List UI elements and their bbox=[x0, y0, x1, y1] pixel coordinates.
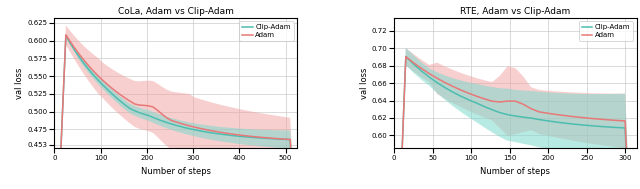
Title: CoLa, Adam vs Clip-Adam: CoLa, Adam vs Clip-Adam bbox=[118, 8, 234, 16]
Clip-Adam bbox=[535, 118, 543, 121]
Adam bbox=[472, 95, 480, 97]
Adam bbox=[457, 89, 465, 91]
Clip-Adam bbox=[433, 81, 441, 84]
Clip-Adam bbox=[543, 120, 550, 122]
Clip-Adam bbox=[582, 124, 590, 126]
Clip-Adam bbox=[418, 70, 426, 72]
Adam bbox=[410, 62, 417, 64]
Adam bbox=[614, 119, 621, 122]
Line: Adam: Adam bbox=[57, 35, 295, 189]
Clip-Adam bbox=[559, 122, 566, 124]
Adam bbox=[449, 85, 457, 88]
Adam bbox=[535, 111, 543, 113]
Clip-Adam bbox=[209, 132, 216, 134]
Adam bbox=[621, 120, 629, 122]
Y-axis label: val loss: val loss bbox=[15, 67, 24, 99]
Adam bbox=[574, 116, 582, 118]
Clip-Adam bbox=[241, 136, 248, 138]
Clip-Adam bbox=[122, 104, 129, 106]
Clip-Adam bbox=[504, 114, 511, 116]
X-axis label: Number of steps: Number of steps bbox=[141, 167, 211, 176]
Clip-Adam bbox=[488, 108, 496, 111]
Adam bbox=[402, 56, 410, 58]
Adam bbox=[209, 130, 216, 132]
Clip-Adam bbox=[200, 130, 207, 132]
Adam bbox=[559, 114, 566, 116]
Adam bbox=[418, 67, 426, 70]
Clip-Adam bbox=[605, 126, 613, 128]
Title: RTE, Adam vs Clip-Adam: RTE, Adam vs Clip-Adam bbox=[460, 8, 571, 16]
Clip-Adam bbox=[598, 125, 605, 128]
Clip-Adam bbox=[574, 123, 582, 126]
Clip-Adam bbox=[441, 87, 449, 89]
Clip-Adam bbox=[426, 76, 433, 78]
Clip-Adam bbox=[268, 138, 276, 140]
Clip-Adam bbox=[465, 99, 472, 101]
Clip-Adam bbox=[480, 105, 488, 108]
Adam bbox=[441, 81, 449, 84]
Line: Clip-Adam: Clip-Adam bbox=[398, 57, 633, 189]
Clip-Adam bbox=[496, 112, 504, 114]
Adam bbox=[527, 108, 535, 110]
Adam bbox=[543, 112, 550, 114]
Adam bbox=[426, 73, 433, 75]
Adam bbox=[598, 118, 605, 120]
Clip-Adam bbox=[621, 127, 629, 129]
Adam bbox=[582, 117, 590, 119]
Adam bbox=[241, 135, 248, 137]
Clip-Adam bbox=[410, 63, 417, 65]
Clip-Adam bbox=[195, 129, 202, 132]
X-axis label: Number of steps: Number of steps bbox=[481, 167, 550, 176]
Adam bbox=[195, 127, 202, 129]
Legend: Clip-Adam, Adam: Clip-Adam, Adam bbox=[239, 21, 294, 41]
Y-axis label: val loss: val loss bbox=[360, 67, 369, 99]
Clip-Adam bbox=[511, 115, 519, 117]
Adam bbox=[590, 118, 598, 120]
Adam bbox=[122, 97, 129, 99]
Adam bbox=[465, 92, 472, 94]
Adam bbox=[480, 98, 488, 100]
Clip-Adam bbox=[527, 117, 535, 119]
Adam bbox=[496, 101, 504, 103]
Adam bbox=[504, 100, 511, 102]
Adam bbox=[200, 128, 207, 130]
Clip-Adam bbox=[449, 91, 457, 93]
Adam bbox=[433, 77, 441, 79]
Clip-Adam bbox=[614, 126, 621, 129]
Legend: Clip-Adam, Adam: Clip-Adam, Adam bbox=[579, 21, 634, 41]
Clip-Adam bbox=[566, 123, 574, 125]
Adam bbox=[605, 119, 613, 121]
Adam bbox=[62, 34, 70, 36]
Clip-Adam bbox=[472, 102, 480, 104]
Adam bbox=[488, 100, 496, 102]
Adam bbox=[551, 113, 559, 115]
Adam bbox=[511, 100, 519, 102]
Clip-Adam bbox=[590, 125, 598, 127]
Clip-Adam bbox=[402, 55, 410, 58]
Clip-Adam bbox=[457, 95, 465, 97]
Line: Clip-Adam: Clip-Adam bbox=[57, 36, 295, 189]
Clip-Adam bbox=[62, 34, 70, 37]
Line: Adam: Adam bbox=[398, 57, 633, 189]
Clip-Adam bbox=[520, 116, 527, 118]
Adam bbox=[268, 137, 276, 139]
Adam bbox=[520, 103, 527, 105]
Adam bbox=[566, 115, 574, 117]
Clip-Adam bbox=[551, 121, 559, 123]
